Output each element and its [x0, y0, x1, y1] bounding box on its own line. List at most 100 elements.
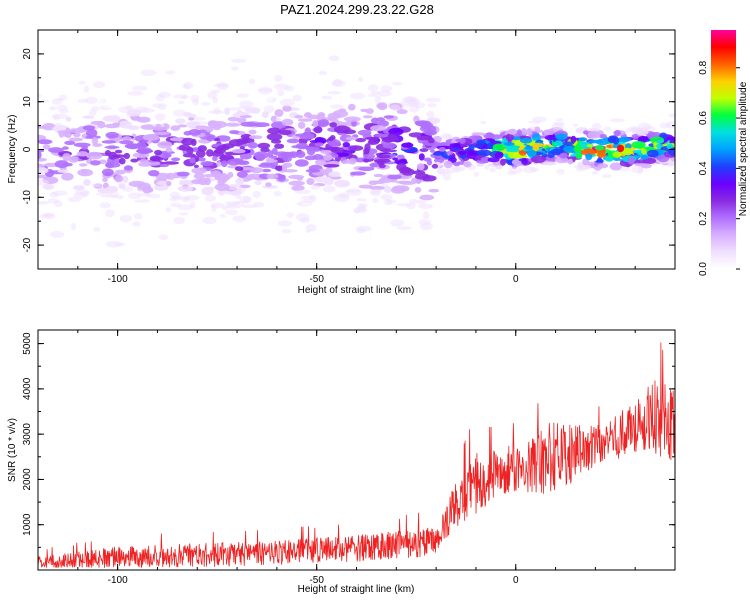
spectrogram-cell	[228, 139, 244, 147]
spectrogram-cell	[182, 112, 192, 117]
spectrogram-cell	[523, 166, 537, 174]
spectrogram-cell	[296, 176, 303, 181]
spectrogram-cell	[149, 156, 164, 162]
spectrogram-cell	[544, 134, 558, 141]
spectrogram-cell	[217, 82, 229, 91]
spectrogram-cell	[38, 139, 53, 145]
spectrogram-cell	[38, 179, 49, 186]
spectrogram-cell	[68, 137, 83, 142]
spectrogram-cell	[104, 209, 115, 217]
spectrogram-cell	[105, 131, 119, 139]
spectrogram-cell	[282, 169, 298, 173]
spectrogram-cell	[260, 162, 273, 166]
spectrogram-cell	[476, 139, 486, 145]
spectrogram-cell	[356, 197, 367, 202]
spectrogram-cell	[586, 144, 593, 148]
spectrogram-cell	[457, 150, 467, 155]
spectrogram-cell	[550, 148, 565, 156]
spectrogram-cell	[65, 116, 72, 122]
spectrogram-cell	[440, 150, 448, 158]
snr-ytick-label: 4000	[22, 377, 33, 400]
spectrogram-cell	[554, 140, 563, 147]
spectrogram-cell	[370, 125, 386, 132]
spectrogram-cell	[56, 104, 68, 111]
spectrogram-cell	[314, 142, 324, 147]
spectrogram-cell	[368, 84, 379, 92]
spectrogram-cell	[187, 122, 197, 129]
snr-ytick-label: 3000	[22, 423, 33, 446]
spectrogram-cell	[270, 115, 278, 123]
spectrogram-cell	[419, 148, 429, 153]
snr-xtick-label: -50	[309, 575, 324, 586]
spectrogram-cell	[323, 154, 333, 161]
spectrogram-cell	[252, 190, 261, 199]
spectrogram-cell	[567, 158, 573, 165]
spectrogram-ytick-label: 20	[22, 48, 33, 60]
spectrogram-cell	[50, 230, 65, 239]
spectrogram-cell	[280, 151, 296, 158]
spectrogram-cell	[327, 91, 342, 95]
spectrogram-cell	[169, 137, 183, 142]
spectrogram-cell	[170, 125, 181, 131]
spectrogram-cell	[323, 164, 340, 168]
snr-xlabel: Height of straight line (km)	[298, 584, 415, 595]
spectrogram-cell	[74, 189, 90, 195]
spectrogram-cell	[197, 157, 206, 162]
spectrogram-cell	[201, 187, 214, 196]
spectrogram-cell	[118, 140, 134, 145]
spectrogram-cell	[534, 126, 540, 131]
snr-ticks: -100 -50 0 1000 2000 3000 4000 5000	[22, 330, 676, 586]
spectrogram-cell	[396, 163, 407, 171]
spectrogram-cell	[542, 162, 557, 166]
spectrogram-cell	[219, 214, 226, 218]
spectrogram-cell	[363, 147, 370, 155]
spectrogram-cell	[142, 185, 152, 194]
spectrogram-cell	[595, 138, 610, 146]
spectrogram-cell	[377, 102, 388, 111]
spectrogram-cell	[521, 158, 528, 165]
spectrogram-cell	[312, 120, 319, 128]
spectrogram-cell	[555, 133, 568, 140]
spectrogram-ytick-label: -20	[22, 237, 33, 252]
spectrogram-cell	[418, 203, 434, 210]
spectrogram-cell	[487, 142, 494, 149]
spectrogram-cell	[263, 105, 275, 113]
spectrogram-cell	[555, 118, 564, 122]
spectrogram-cell	[387, 174, 402, 180]
snr-ytick-label: 1000	[22, 513, 33, 536]
spectrogram-cell	[345, 189, 361, 193]
spectrogram-cell	[214, 174, 231, 182]
spectrogram-cell	[528, 120, 542, 124]
spectrogram-cell	[177, 204, 194, 211]
spectrogram-cell	[577, 161, 583, 170]
spectrogram-cell	[233, 200, 245, 207]
spectrogram-cell	[372, 198, 379, 204]
spectrogram-cell	[286, 212, 294, 218]
spectrogram-cell	[396, 154, 405, 160]
spectrogram-cell	[86, 151, 103, 160]
spectrogram-cell	[58, 94, 68, 101]
spectrogram-panel: -100 -50 0 20 10 0 -10 -20 Height of straight l…	[7, 29, 676, 296]
spectrogram-cell	[257, 142, 271, 149]
spectrogram-cell	[91, 137, 99, 145]
spectrogram-cell	[253, 151, 269, 159]
spectrogram-cell	[530, 155, 546, 164]
spectrogram-cell	[91, 183, 102, 188]
spectrogram-cell	[483, 132, 495, 139]
spectrogram-cell	[277, 89, 285, 97]
spectrogram-cell	[68, 156, 79, 163]
spectrogram-cell	[225, 107, 241, 111]
spectrogram-cell	[376, 154, 391, 159]
spectrogram-cell	[42, 144, 51, 150]
spectrogram-cell	[275, 165, 283, 171]
spectrogram-cell	[387, 133, 398, 140]
spectrogram-cell	[543, 129, 555, 136]
spectrogram-cell	[357, 129, 372, 136]
spectrogram-cell	[668, 113, 675, 118]
spectrogram-cell	[54, 200, 63, 208]
spectrogram-cell	[278, 129, 292, 136]
spectrogram-cell	[505, 148, 520, 153]
spectrogram-cell	[421, 90, 432, 97]
spectrogram-cell	[341, 160, 354, 164]
